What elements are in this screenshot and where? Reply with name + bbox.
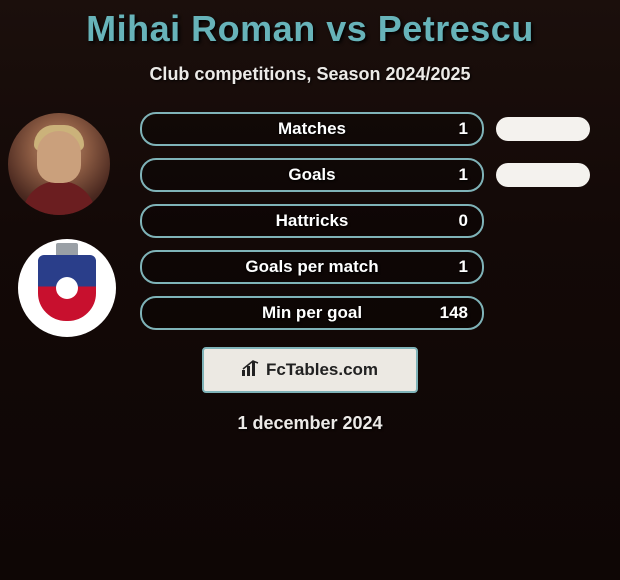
- stat-value: 1: [459, 257, 468, 277]
- comparison-card: Mihai Roman vs Petrescu Club competition…: [0, 0, 620, 580]
- branding-badge: FcTables.com: [202, 347, 418, 393]
- date-text: 1 december 2024: [0, 413, 620, 434]
- stat-label: Goals: [288, 165, 335, 185]
- content-area: Matches 1 Goals 1 Hattricks 0 Goals per match 1…: [0, 113, 620, 329]
- stat-value: 148: [440, 303, 468, 323]
- stat-row: Goals per match 1: [140, 251, 590, 283]
- stat-row: Matches 1: [140, 113, 590, 145]
- stat-label: Hattricks: [276, 211, 349, 231]
- player-avatar: [8, 113, 110, 215]
- stat-bar: Hattricks 0: [140, 204, 484, 238]
- stat-bar: Goals per match 1: [140, 250, 484, 284]
- page-title: Mihai Roman vs Petrescu: [0, 0, 620, 50]
- stat-bars: Matches 1 Goals 1 Hattricks 0 Goals per match 1…: [140, 113, 590, 329]
- comparison-pill: [496, 117, 590, 141]
- branding-text: FcTables.com: [266, 360, 378, 380]
- stat-row: Goals 1: [140, 159, 590, 191]
- stat-value: 0: [459, 211, 468, 231]
- stat-value: 1: [459, 165, 468, 185]
- head-shape: [37, 131, 81, 183]
- stat-bar: Goals 1: [140, 158, 484, 192]
- ball-icon: [56, 277, 78, 299]
- stat-bar: Matches 1: [140, 112, 484, 146]
- page-subtitle: Club competitions, Season 2024/2025: [0, 64, 620, 85]
- jersey-shape: [22, 181, 96, 215]
- club-avatar: [18, 239, 116, 337]
- avatar-column: [8, 113, 118, 361]
- stat-value: 1: [459, 119, 468, 139]
- stat-label: Matches: [278, 119, 346, 139]
- stat-label: Min per goal: [262, 303, 362, 323]
- stat-bar: Min per goal 148: [140, 296, 484, 330]
- stat-row: Hattricks 0: [140, 205, 590, 237]
- stat-row: Min per goal 148: [140, 297, 590, 329]
- comparison-pill: [496, 163, 590, 187]
- club-shield-icon: [36, 253, 98, 323]
- stat-label: Goals per match: [245, 257, 378, 277]
- chart-icon: [242, 360, 260, 381]
